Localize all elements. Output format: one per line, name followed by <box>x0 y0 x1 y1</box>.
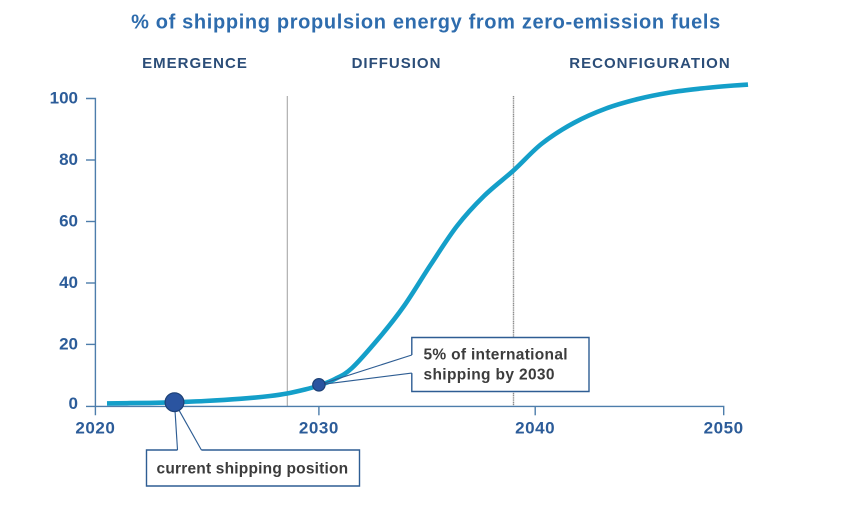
svg-text:EMERGENCE: EMERGENCE <box>142 55 248 72</box>
svg-text:40: 40 <box>59 273 78 292</box>
svg-text:DIFFUSION: DIFFUSION <box>352 55 442 72</box>
svg-text:60: 60 <box>59 212 78 231</box>
svg-text:current shipping position: current shipping position <box>157 461 349 478</box>
svg-text:RECONFIGURATION: RECONFIGURATION <box>569 55 730 72</box>
svg-text:2030: 2030 <box>299 419 339 438</box>
svg-text:% of shipping propulsion energ: % of shipping propulsion energy from zer… <box>131 12 721 34</box>
svg-text:2020: 2020 <box>75 419 115 438</box>
svg-text:2040: 2040 <box>515 419 555 438</box>
svg-text:0: 0 <box>69 394 78 413</box>
svg-text:5% of international: 5% of international <box>424 347 568 364</box>
svg-text:shipping by 2030: shipping by 2030 <box>424 367 555 384</box>
svg-text:80: 80 <box>59 150 78 169</box>
svg-text:100: 100 <box>50 89 78 108</box>
svg-text:2050: 2050 <box>704 419 744 438</box>
svg-text:20: 20 <box>59 334 78 353</box>
